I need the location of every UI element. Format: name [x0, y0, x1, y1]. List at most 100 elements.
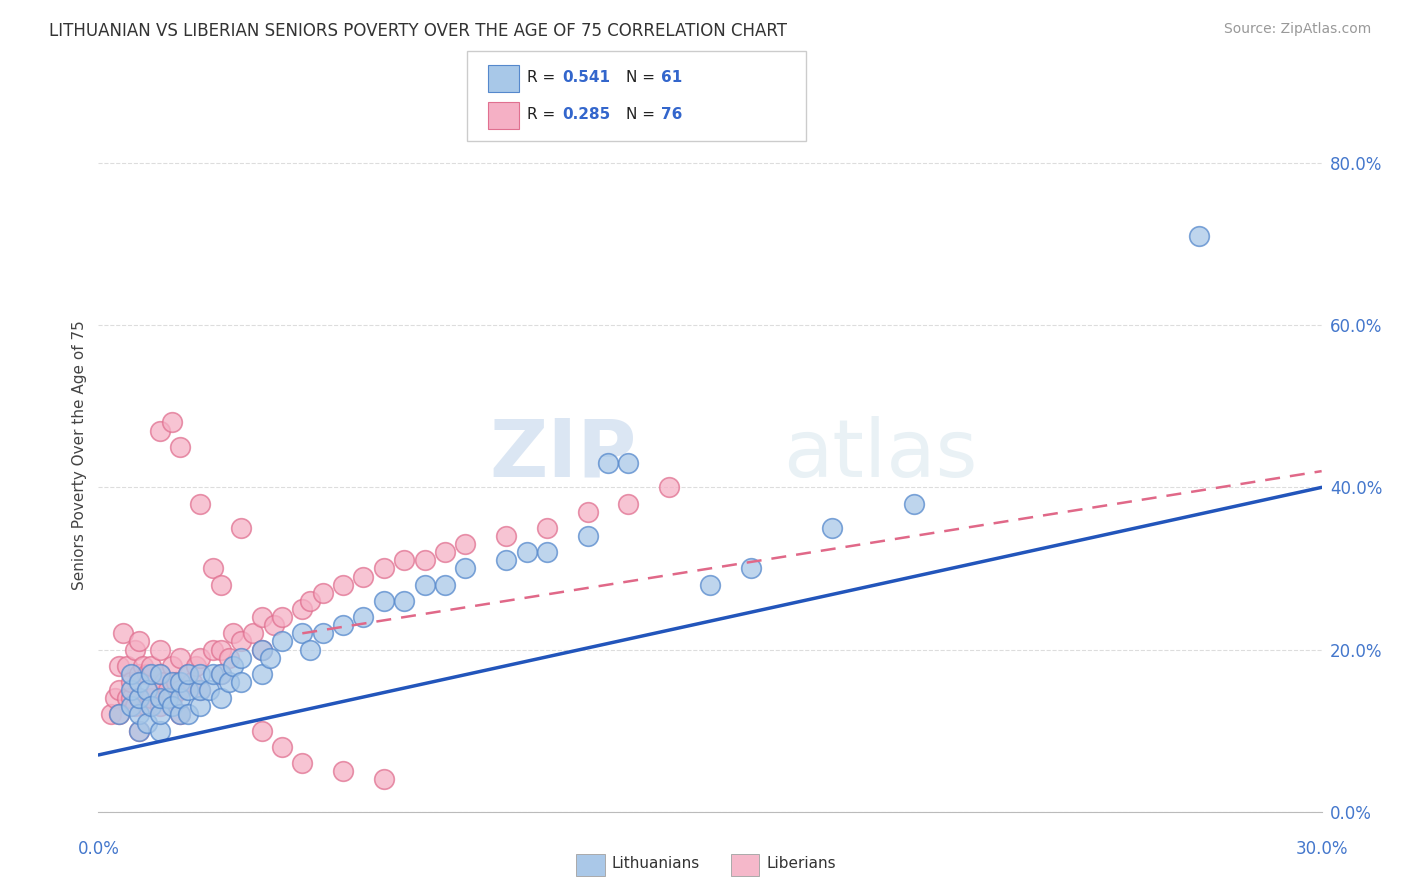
Point [108, 707, 131, 722]
Point [821, 521, 844, 535]
Point [454, 537, 477, 551]
Point [222, 658, 245, 673]
Point [188, 699, 212, 714]
Point [177, 683, 200, 698]
Point [145, 683, 167, 698]
Point [136, 666, 159, 681]
Point [250, 610, 273, 624]
Point [658, 480, 681, 494]
Text: 30.0%: 30.0% [1295, 840, 1348, 858]
Point [108, 658, 131, 673]
Point [169, 675, 191, 690]
Point [169, 691, 191, 706]
Point [242, 626, 264, 640]
Y-axis label: Seniors Poverty Over the Age of 75: Seniors Poverty Over the Age of 75 [72, 320, 87, 590]
Point [160, 699, 183, 714]
Point [209, 577, 232, 591]
Point [165, 675, 187, 690]
Point [699, 577, 721, 591]
Text: 0.541: 0.541 [562, 70, 610, 85]
Point [169, 650, 191, 665]
Point [197, 683, 219, 698]
Point [169, 707, 191, 722]
Point [108, 707, 131, 722]
Point [413, 577, 436, 591]
Point [156, 683, 179, 698]
Point [115, 691, 138, 706]
Point [392, 553, 416, 567]
Point [149, 642, 172, 657]
Point [373, 772, 395, 787]
Point [186, 658, 208, 673]
Point [149, 723, 172, 738]
Point [120, 699, 142, 714]
Point [413, 553, 436, 567]
Point [128, 707, 150, 722]
Point [128, 723, 150, 738]
Point [128, 691, 150, 706]
Point [250, 642, 273, 657]
Text: 0.0%: 0.0% [77, 840, 120, 858]
Point [104, 691, 127, 706]
Point [263, 618, 285, 632]
Point [536, 521, 558, 535]
Point [617, 497, 640, 511]
Point [434, 577, 457, 591]
Point [160, 416, 183, 430]
Point [149, 424, 172, 438]
Point [149, 666, 172, 681]
Point [100, 707, 122, 722]
Point [201, 666, 224, 681]
Point [250, 642, 273, 657]
Point [141, 658, 163, 673]
Point [188, 683, 212, 698]
Text: R =: R = [527, 70, 561, 85]
Point [188, 683, 212, 698]
Point [201, 642, 224, 657]
Point [270, 739, 294, 754]
Point [332, 577, 354, 591]
Text: ZIP: ZIP [489, 416, 637, 494]
Point [270, 634, 294, 648]
Point [209, 666, 232, 681]
Point [136, 683, 159, 698]
Point [312, 586, 335, 600]
Point [231, 675, 253, 690]
Text: 61: 61 [661, 70, 682, 85]
Point [231, 634, 253, 648]
Point [128, 675, 150, 690]
Point [332, 764, 354, 779]
Point [141, 691, 163, 706]
Point [218, 650, 240, 665]
Point [111, 626, 134, 640]
Point [352, 569, 374, 583]
Point [152, 675, 174, 690]
Point [115, 658, 138, 673]
Point [536, 545, 558, 559]
Point [136, 699, 159, 714]
Point [169, 440, 191, 454]
Text: Source: ZipAtlas.com: Source: ZipAtlas.com [1223, 22, 1371, 37]
Point [124, 699, 146, 714]
Point [291, 602, 314, 616]
Point [312, 626, 335, 640]
Text: N =: N = [626, 107, 659, 122]
Point [209, 691, 232, 706]
Point [209, 666, 232, 681]
Text: R =: R = [527, 107, 561, 122]
Point [516, 545, 538, 559]
Text: 0.285: 0.285 [562, 107, 610, 122]
Point [259, 650, 281, 665]
Point [231, 650, 253, 665]
Point [120, 675, 142, 690]
Point [169, 707, 191, 722]
Point [160, 658, 183, 673]
Text: Lithuanians: Lithuanians [612, 856, 700, 871]
Point [218, 675, 240, 690]
Point [222, 626, 245, 640]
Point [617, 456, 640, 470]
Point [149, 707, 172, 722]
Point [177, 666, 200, 681]
Point [124, 642, 146, 657]
Text: LITHUANIAN VS LIBERIAN SENIORS POVERTY OVER THE AGE OF 75 CORRELATION CHART: LITHUANIAN VS LIBERIAN SENIORS POVERTY O… [49, 22, 787, 40]
